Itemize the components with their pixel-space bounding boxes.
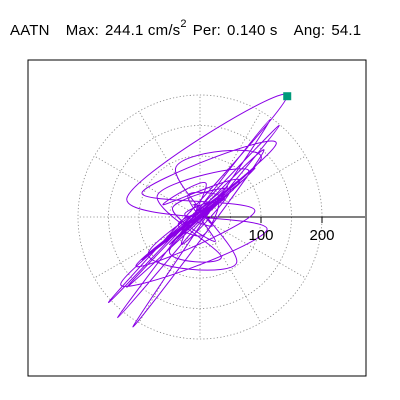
tick-labels: 100 200 [248, 227, 334, 244]
period-value: 0.140 s [227, 22, 278, 39]
plot-clip-area: 100 200 [27, 59, 367, 377]
chart-header: AATN Max: 244.1 cm/s2 Per: 0.140 s Ang: 54.1 [10, 18, 362, 39]
trace-group [107, 92, 292, 328]
period-label: Per: [192, 22, 222, 39]
spoke-150 [94, 155, 201, 218]
max-exponent: 2 [180, 18, 187, 30]
peak-marker [283, 92, 292, 101]
station-code: AATN [10, 22, 50, 39]
angle-value: 54.1 [331, 22, 362, 39]
plot-frame [27, 59, 367, 377]
axes-group [200, 216, 365, 223]
tick-label-200: 200 [309, 227, 334, 244]
motion-trace [107, 93, 288, 328]
max-label: Max: [65, 22, 100, 39]
angle-label: Ang: [293, 22, 326, 39]
max-value: 244.1 cm/s [105, 22, 181, 39]
tick-label-100: 100 [248, 227, 273, 244]
